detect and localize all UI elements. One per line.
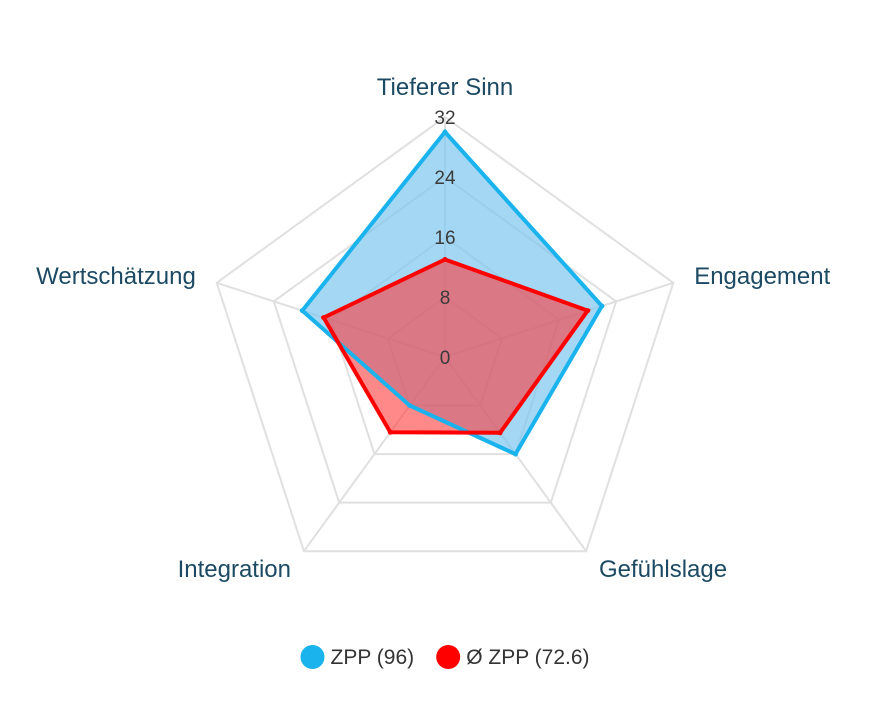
tick-label-3: 24 — [434, 168, 456, 189]
series-1-point-2 — [497, 430, 503, 436]
axis-label-1: Engagement — [694, 263, 830, 290]
tick-label-0: 0 — [440, 348, 451, 369]
legend-item-1[interactable]: Ø ZPP (72.6) — [436, 645, 590, 669]
series-line-0 — [299, 128, 605, 457]
axis-label-2: Gefühlslage — [599, 556, 727, 583]
series-1-point-4 — [321, 315, 327, 321]
series-1-point-0 — [442, 257, 448, 262]
series-1-point-3 — [387, 429, 393, 435]
legend-item-0[interactable]: ZPP (96) — [300, 645, 415, 669]
tick-label-4: 32 — [434, 108, 455, 129]
series-0-point-4 — [299, 308, 305, 314]
radar-series — [299, 128, 605, 457]
series-0-point-1 — [599, 303, 605, 309]
grid-ring-3 — [272, 175, 618, 504]
series-1-point-1 — [585, 308, 591, 314]
legend-marker-0 — [300, 645, 325, 669]
axis-labels: Tieferer Sinn Engagement Gefühlslage Integr… — [36, 74, 830, 583]
axis-label-4: Wertschätzung — [36, 263, 196, 290]
series-0-point-0 — [442, 129, 448, 135]
legend: ZPP (96) Ø ZPP (72.6) — [300, 645, 590, 669]
radial-ticks: 0 8 16 24 32 — [434, 108, 456, 369]
tick-label-1: 8 — [440, 288, 451, 309]
axis-label-3: Integration — [178, 556, 291, 583]
tick-label-2: 16 — [434, 228, 455, 249]
legend-label-1: Ø ZPP (72.6) — [466, 646, 589, 669]
legend-marker-1 — [436, 645, 461, 669]
axis-label-0: Tieferer Sinn — [377, 74, 514, 101]
series-0-point-3 — [407, 403, 413, 408]
grid-ring-4 — [215, 115, 675, 553]
series-line-1 — [320, 257, 591, 435]
series-0-point-2 — [513, 451, 518, 457]
legend-label-0: ZPP (96) — [331, 646, 415, 669]
